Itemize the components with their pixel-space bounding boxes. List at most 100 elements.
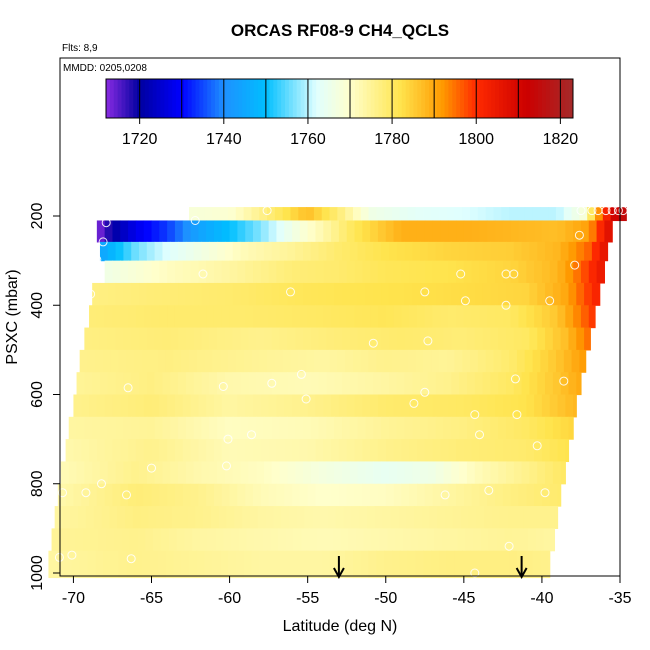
sample-point (247, 430, 256, 440)
heat-cell (217, 282, 226, 306)
heat-cell (224, 416, 234, 440)
heat-cell (287, 241, 296, 262)
heat-cell (485, 550, 495, 579)
heat-cell (87, 349, 96, 373)
heat-cell (154, 327, 164, 351)
heat-cell (552, 461, 562, 485)
heat-cell (548, 349, 557, 373)
heat-band-16 (48, 550, 551, 579)
heat-cell (315, 260, 324, 284)
colorbar-cell (557, 79, 562, 118)
heat-cell (491, 506, 501, 529)
heat-cell (199, 528, 209, 552)
heat-cell (185, 372, 195, 396)
heat-cell (112, 483, 121, 507)
heat-cell (242, 506, 251, 529)
heat-cell (126, 550, 135, 579)
heat-cell (384, 207, 393, 222)
heat-cell (463, 439, 473, 463)
heat-cell (474, 327, 484, 351)
heat-cell (237, 220, 246, 243)
heat-cell (201, 461, 210, 485)
heat-cell (399, 207, 409, 222)
sample-point (456, 269, 466, 279)
heat-cell (107, 461, 117, 485)
x-tick-label: -40 (530, 590, 553, 607)
heat-cell (139, 327, 148, 351)
heat-cell (373, 372, 382, 396)
colorbar-cell (479, 79, 484, 118)
heat-cell (342, 416, 351, 440)
heat-cell (318, 372, 328, 396)
heat-cell (224, 461, 234, 485)
heat-cell (246, 528, 256, 552)
heat-cell (501, 550, 510, 579)
heat-cell (416, 439, 426, 463)
y-tick-label: 800 (29, 470, 46, 497)
heat-cell (315, 439, 324, 463)
colorbar-cell (370, 79, 376, 118)
heat-cell (104, 394, 114, 418)
heat-cell (271, 241, 281, 262)
sample-point (190, 216, 200, 225)
colorbar-cell (214, 79, 220, 118)
heat-cell (435, 372, 445, 396)
colorbar-cell (347, 79, 352, 118)
heat-cell (229, 260, 238, 284)
heat-cell (473, 528, 482, 552)
colorbar-cell (452, 79, 457, 118)
heat-cell (509, 550, 518, 579)
heat-cell (354, 260, 363, 284)
heat-cell (228, 349, 237, 373)
heat-cell (162, 461, 171, 485)
heat-cell (534, 220, 543, 243)
heat-cell (71, 550, 81, 579)
heat-cell (406, 506, 415, 529)
colorbar-cell (129, 79, 134, 118)
heat-cell (580, 260, 590, 284)
heat-cell (549, 394, 559, 418)
heat-cell (251, 349, 260, 373)
heat-cell (62, 506, 71, 529)
colorbar-cell (156, 79, 161, 118)
colorbar-cell (285, 79, 290, 118)
colorbar-cell (246, 79, 251, 118)
heat-cell (404, 372, 413, 396)
heat-cell (143, 483, 153, 507)
heat-cell (409, 483, 418, 507)
colorbar-cell (522, 79, 527, 118)
heat-cell (513, 372, 523, 396)
heat-cell (440, 394, 449, 418)
heat-cell (481, 528, 490, 552)
heat-cell (487, 439, 496, 463)
heat-cell (224, 282, 234, 306)
colorbar-cell (106, 79, 111, 118)
profile-marker-arrow (515, 567, 528, 580)
heat-cell (495, 220, 504, 243)
heat-cell (74, 528, 84, 552)
heat-cell (260, 220, 270, 243)
heat-cell (217, 327, 226, 351)
colorbar-cell (432, 79, 438, 118)
heat-cell (440, 483, 449, 507)
colorbar-cell (506, 79, 512, 118)
heat-cell (526, 220, 535, 243)
heat-cell (174, 220, 184, 243)
heat-cell (534, 483, 543, 507)
heat-cell (284, 220, 293, 243)
heat-cell (87, 550, 96, 579)
heat-cell (134, 550, 143, 579)
heat-cell (273, 506, 282, 529)
heat-cell (299, 260, 309, 284)
heat-cell (349, 282, 359, 306)
heat-cell (159, 260, 168, 284)
heat-cell (490, 327, 499, 351)
heat-cell (178, 327, 187, 351)
heat-cell (334, 416, 343, 440)
colorbar-cell (316, 79, 321, 118)
heat-cell (357, 461, 367, 485)
heat-cell (135, 305, 145, 329)
heat-cell (302, 282, 312, 306)
heat-cell (371, 528, 381, 552)
heat-cell (552, 241, 562, 262)
